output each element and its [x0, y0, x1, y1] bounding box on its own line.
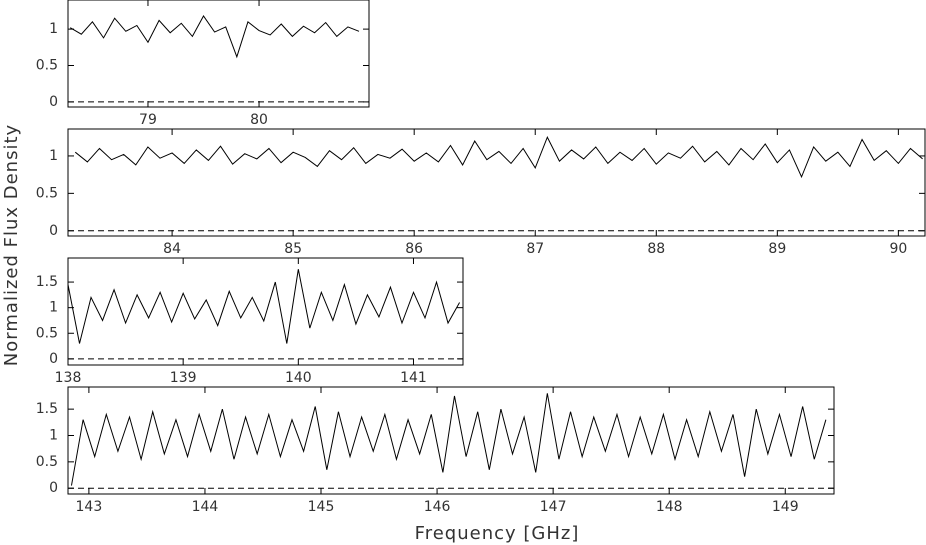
x-tick-label: 147: [540, 499, 567, 515]
x-tick-label: 86: [405, 241, 423, 257]
y-tick-label: 0.5: [36, 185, 58, 201]
y-tick-label: 1.5: [36, 401, 58, 417]
plot-frame: [67, 128, 926, 237]
y-tick-label: 1: [49, 148, 58, 164]
x-tick-label: 145: [308, 499, 335, 515]
x-tick-label: 141: [400, 370, 427, 386]
y-tick-label: 0: [49, 351, 58, 367]
x-tick-label: 88: [647, 241, 665, 257]
x-tick-label: 90: [889, 241, 907, 257]
y-tick-label: 0.5: [36, 454, 58, 470]
y-axis-label: Normalized Flux Density: [1, 124, 22, 366]
y-tick-label: 1.5: [36, 274, 58, 290]
y-tick-label: 0: [49, 480, 58, 496]
x-tick-label: 89: [768, 241, 786, 257]
x-tick-label: 143: [76, 499, 103, 515]
x-tick-label: 144: [192, 499, 219, 515]
y-tick-label: 0.5: [36, 58, 58, 74]
y-tick-label: 1: [49, 21, 58, 37]
x-tick-label: 148: [656, 499, 683, 515]
x-tick-label: 138: [55, 370, 82, 386]
spectrum-line: [67, 269, 460, 344]
plot-frame: [67, 0, 370, 108]
x-tick-label: 149: [772, 499, 799, 515]
x-tick-label: 140: [285, 370, 312, 386]
x-tick-label: 79: [139, 112, 157, 128]
y-tick-label: 0: [49, 94, 58, 110]
spectrum-line: [70, 393, 827, 486]
spectrum-line: [74, 136, 923, 179]
plot-frame: [67, 386, 835, 495]
x-tick-label: 139: [170, 370, 197, 386]
x-tick-label: 87: [526, 241, 544, 257]
x-tick-label: 84: [163, 241, 181, 257]
x-tick-label: 146: [424, 499, 451, 515]
x-tick-label: 80: [250, 112, 268, 128]
y-tick-label: 1: [49, 427, 58, 443]
plot-frame: [67, 257, 464, 366]
spectrum-line: [69, 15, 360, 59]
y-tick-label: 0: [49, 223, 58, 239]
y-tick-label: 0.5: [36, 325, 58, 341]
x-axis-label: Frequency [GHz]: [415, 523, 580, 544]
x-tick-label: 85: [284, 241, 302, 257]
y-tick-label: 1: [49, 300, 58, 316]
